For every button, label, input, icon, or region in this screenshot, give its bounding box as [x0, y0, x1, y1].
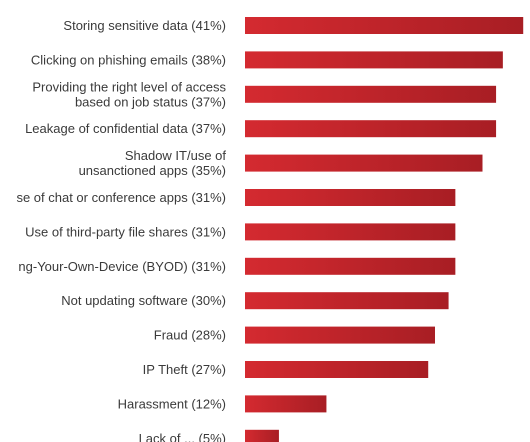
category-label-0-line-0: Storing sensitive data (41%) [63, 18, 226, 33]
category-label-10: IP Theft (27%) [143, 362, 226, 377]
category-label-9-line-0: Fraud (28%) [154, 328, 226, 343]
bar-0 [245, 17, 524, 34]
category-label-2-line-0: Providing the right level of access [32, 79, 226, 94]
category-label-11-line-0: Harassment (12%) [118, 396, 226, 411]
bar-2 [245, 85, 497, 103]
category-label-7: ng-Your-Own-Device (BYOD) (31%) [18, 259, 226, 274]
bar-3 [245, 120, 497, 138]
category-label-1: Clicking on phishing emails (38%) [31, 52, 226, 67]
bar-11 [245, 395, 327, 413]
bars-group [245, 17, 524, 442]
category-label-3-line-0: Leakage of confidential data (37%) [25, 121, 226, 136]
category-label-8-line-0: Not updating software (30%) [61, 293, 226, 308]
bar-4 [245, 154, 483, 172]
category-label-9: Fraud (28%) [154, 328, 226, 343]
bar-10 [245, 361, 429, 378]
category-label-5: se of chat or conference apps (31%) [16, 190, 226, 205]
category-label-8: Not updating software (30%) [61, 293, 226, 308]
category-label-4-line-0: Shadow IT/use of [125, 148, 227, 163]
bar-5 [245, 189, 456, 206]
category-label-7-line-0: ng-Your-Own-Device (BYOD) (31%) [18, 259, 226, 274]
category-label-5-line-0: se of chat or conference apps (31%) [16, 190, 226, 205]
category-labels-group: Storing sensitive data (41%) Clicking on … [16, 18, 226, 442]
category-label-0: Storing sensitive data (41%) [63, 18, 226, 33]
category-label-12-line-0: Lack of ... (5%) [139, 431, 226, 442]
category-label-1-line-0: Clicking on phishing emails (38%) [31, 52, 226, 67]
bar-12 [245, 429, 279, 442]
category-label-2-line-1: based on job status (37%) [75, 94, 226, 109]
category-label-10-line-0: IP Theft (27%) [143, 362, 226, 377]
category-label-6: Use of third-party file shares (31%) [25, 224, 226, 239]
category-label-4: Shadow IT/use of unsanctioned apps (35%) [79, 148, 227, 178]
category-label-11: Harassment (12%) [118, 396, 226, 411]
category-label-2: Providing the right level of access based… [32, 79, 226, 109]
bar-9 [245, 326, 435, 344]
category-label-3: Leakage of confidential data (37%) [25, 121, 226, 136]
category-label-12: Lack of ... (5%) [139, 431, 226, 442]
bar-1 [245, 51, 503, 69]
bar-7 [245, 257, 456, 275]
category-label-4-line-1: unsanctioned apps (35%) [79, 163, 226, 178]
bar-6 [245, 223, 456, 241]
bar-8 [245, 292, 449, 310]
category-label-6-line-0: Use of third-party file shares (31%) [25, 224, 226, 239]
